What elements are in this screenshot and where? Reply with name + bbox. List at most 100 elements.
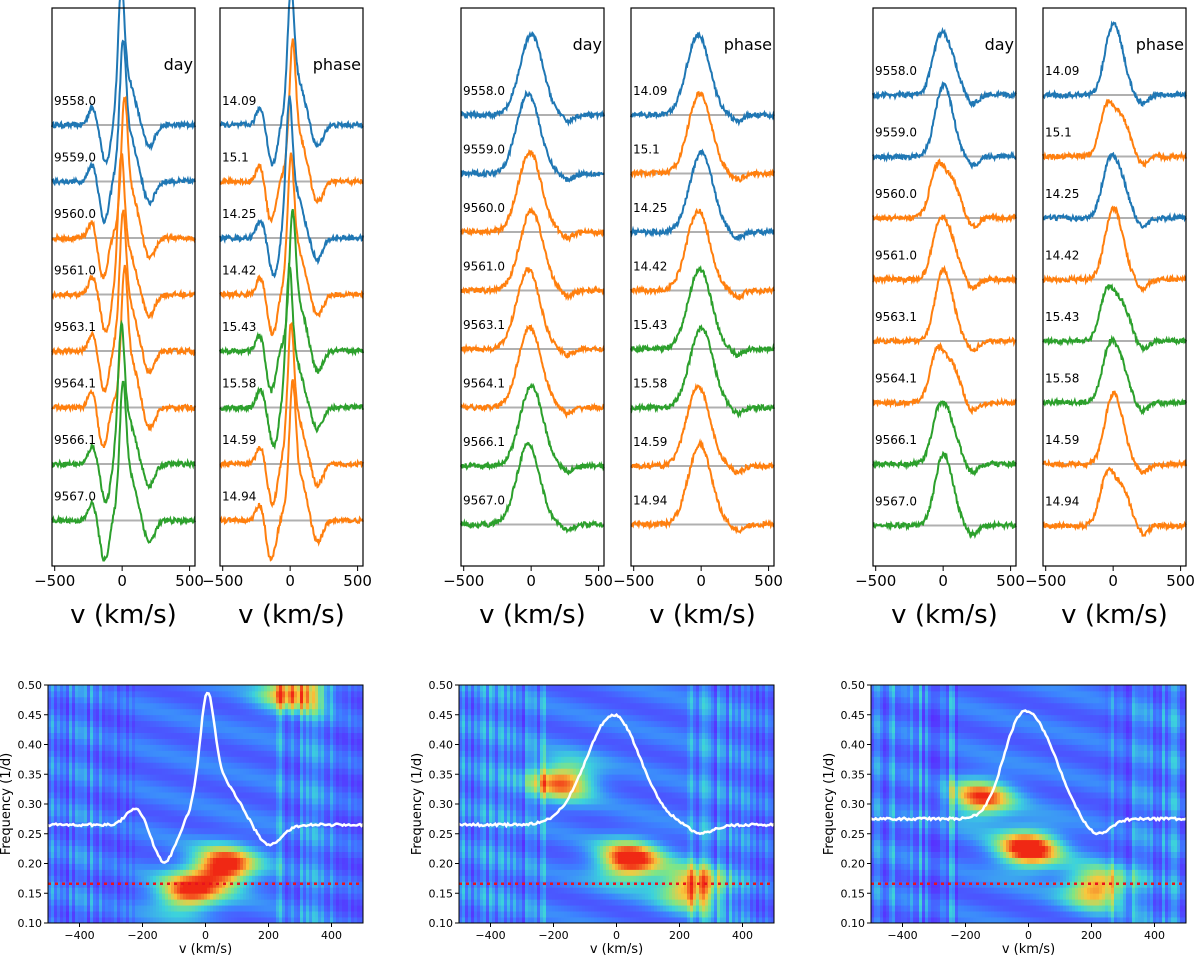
power-cell [489,899,493,906]
power-cell [204,804,208,811]
power-cell [360,809,364,817]
power-cell [72,780,76,787]
power-cell [84,744,88,751]
power-cell [147,851,151,858]
power-cell [99,833,103,841]
power-cell [144,685,148,692]
power-cell [105,696,109,704]
power-cell [465,845,469,852]
power-cell [348,815,352,823]
power-cell [144,887,148,894]
power-cell [189,714,193,722]
power-cell [351,911,355,918]
power-cell [54,851,58,858]
power-cell [327,786,331,793]
power-cell [327,827,331,835]
power-cell [48,845,52,852]
power-cell [51,851,55,858]
power-cell [111,827,115,835]
power-cell [123,815,127,823]
power-cell [117,780,121,787]
power-cell [225,702,229,710]
power-cell [162,780,166,787]
power-cell [312,875,316,882]
power-cell [336,893,340,900]
power-cell [132,857,136,864]
power-cell [297,851,301,858]
power-cell [234,720,238,728]
power-cell [291,756,295,763]
power-cell [285,869,289,876]
power-cell [135,881,139,888]
power-cell [78,881,82,888]
phase-label: 15.43 [1045,310,1079,324]
power-cell [60,804,64,811]
power-cell [222,756,226,763]
power-cell [204,714,208,722]
power-cell [108,881,112,888]
power-cell [459,833,463,841]
power-cell [285,857,289,864]
power-cell [330,744,334,751]
power-cell [315,875,319,882]
power-cell [228,720,232,728]
power-cell [225,786,229,793]
power-cell [159,893,163,900]
power-cell [138,798,142,805]
power-cell [240,887,244,894]
power-cell [495,696,499,704]
power-cell [294,893,298,900]
power-cell [294,744,298,751]
day-label: 9560.0 [463,201,505,215]
power-cell [498,726,502,733]
power-cell [474,768,478,775]
power-cell [54,833,58,841]
power-cell [183,833,187,841]
spectrum-line [872,264,1017,353]
power-cell [483,714,487,722]
power-cell [60,708,64,716]
power-cell [129,685,133,692]
power-cell [141,827,145,835]
power-cell [246,845,250,852]
power-cell [51,917,55,924]
power-cell [297,732,301,739]
power-cell [237,893,241,900]
power-cell [465,726,469,733]
power-cell [315,905,319,912]
power-cell [225,750,229,757]
power-cell [171,708,175,716]
power-cell [264,690,268,698]
power-cell [108,839,112,847]
power-cell [150,863,154,870]
power-cell [330,696,334,704]
power-cell [465,685,469,692]
power-cell [300,732,304,739]
power-cell [495,744,499,751]
power-cell [339,780,343,787]
power-cell [183,756,187,763]
power-cell [276,833,280,841]
power-cell [60,899,64,906]
power-cell [84,690,88,698]
power-cell [54,685,58,692]
power-cell [174,756,178,763]
power-cell [246,690,250,698]
power-cell [462,893,466,900]
power-cell [288,815,292,823]
power-cell [270,720,274,728]
power-cell [252,708,256,716]
power-cell [144,702,148,710]
panel-frame [460,7,605,567]
power-cell [342,756,346,763]
power-cell [192,774,196,781]
power-cell [219,881,223,888]
power-cell [354,833,358,841]
power-cell [180,875,184,882]
power-cell [111,809,115,817]
spectrum-line [630,382,775,476]
power-cell [339,732,343,739]
power-cell [276,726,280,733]
power-cell [333,786,337,793]
power-cell [360,851,364,858]
